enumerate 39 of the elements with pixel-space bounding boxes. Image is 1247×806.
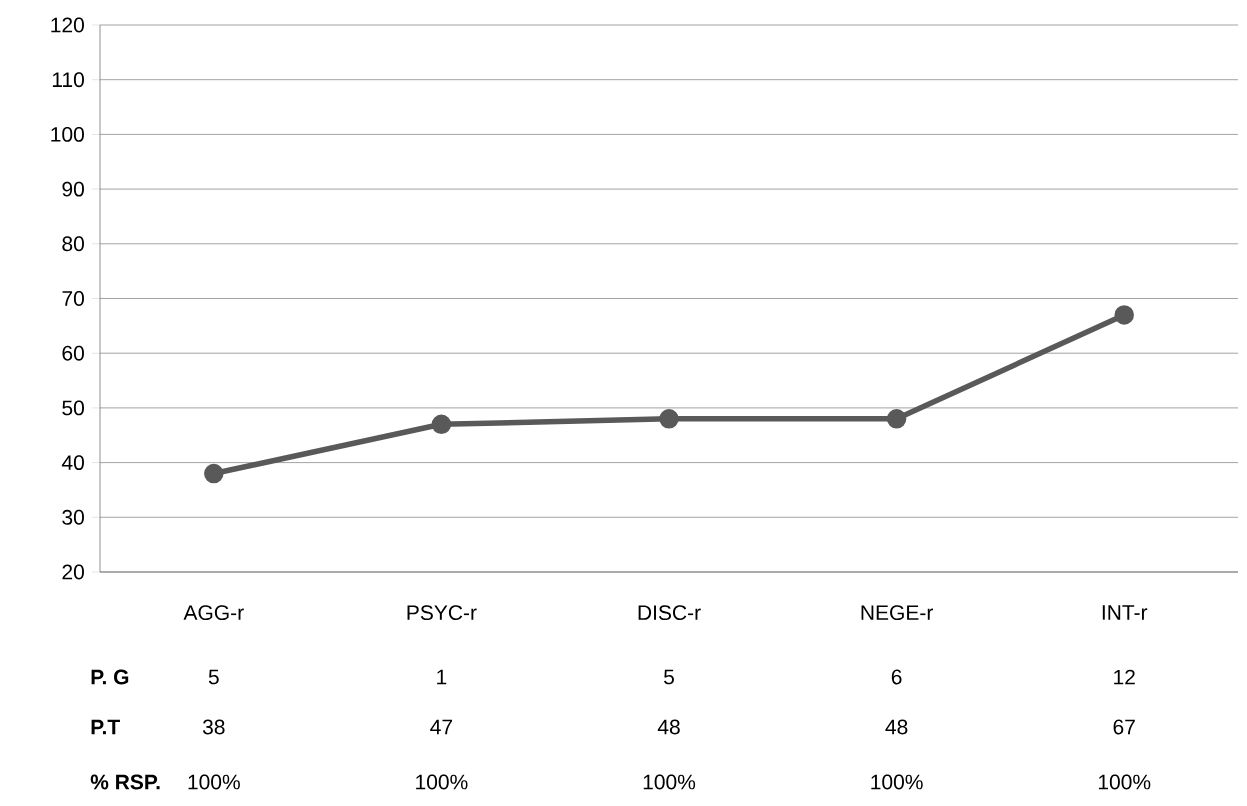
data-label: 48 (885, 719, 908, 735)
data-label: 47 (430, 719, 453, 735)
y-tick-label: 80 (62, 236, 84, 252)
text: % RSP. (90, 774, 160, 790)
y-tick-label: 20 (62, 564, 84, 580)
x-tick-label: INT-r (1102, 605, 1148, 620)
x-tick-label: PSYC-r (407, 605, 477, 621)
y-tick-label: 60 (62, 345, 84, 361)
y-tick-label: 90 (62, 181, 84, 197)
y-tick-label: 40 (61, 455, 84, 471)
text: 100% (416, 774, 468, 790)
y-tick-label: 100 (51, 126, 84, 142)
y-tick-label: 70 (62, 291, 84, 306)
x-tick-label: NEGE-r (861, 605, 934, 621)
point (1114, 305, 1134, 325)
point (659, 409, 679, 429)
point (431, 414, 452, 435)
point (886, 409, 907, 429)
text: 100% (188, 774, 240, 790)
y-tick-label: 30 (62, 509, 84, 525)
text: P.T (91, 719, 120, 735)
text: 1 (437, 669, 447, 685)
text: 100% (643, 774, 696, 790)
text: 5 (664, 669, 674, 685)
x-tick-label: AGG-r (183, 605, 244, 621)
x-tick-label: DISC-r (638, 605, 701, 621)
y-tick-label: 50 (62, 400, 84, 416)
data-label: 67 (1113, 719, 1135, 735)
text: 6 (891, 669, 902, 685)
data-label: 38 (202, 719, 225, 735)
text: 100% (871, 774, 923, 790)
text: 100% (1098, 774, 1151, 790)
text: 12 (1114, 669, 1135, 685)
y-tick-label: 110 (52, 72, 84, 88)
text: 5 (208, 669, 219, 685)
y-tick-label: 120 (51, 17, 84, 33)
data-label: 48 (657, 719, 680, 735)
point (204, 463, 224, 484)
text: P. G (91, 669, 129, 685)
